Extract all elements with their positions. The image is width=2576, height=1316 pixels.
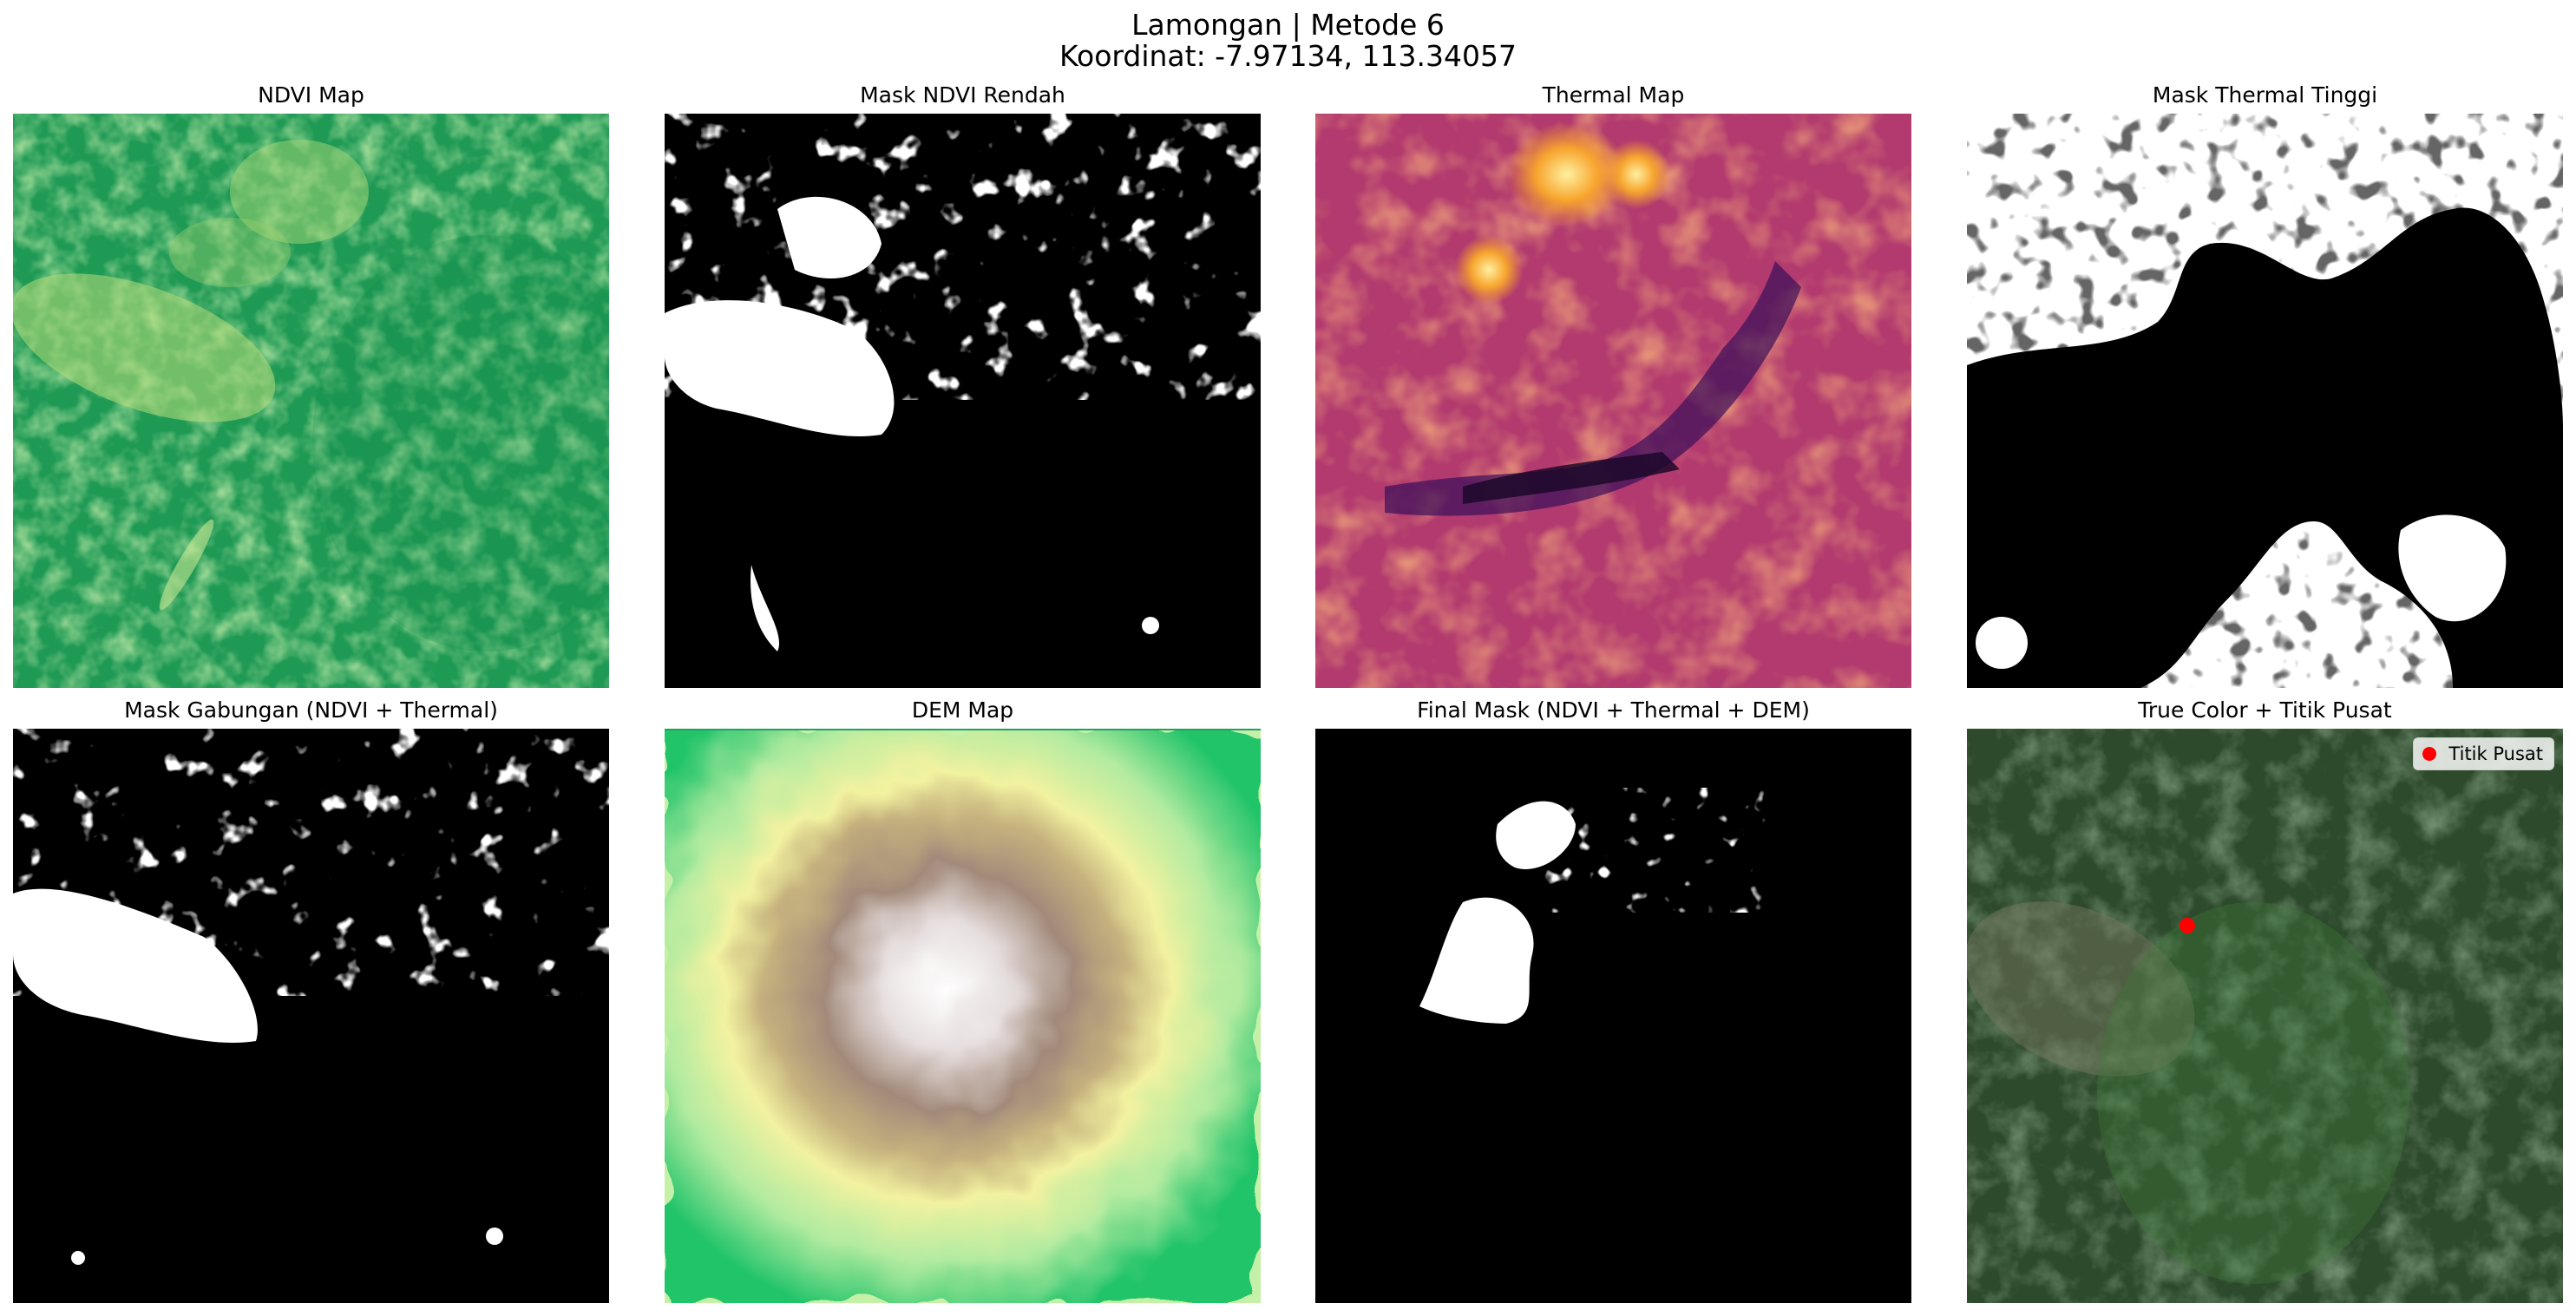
dem-map-image	[665, 729, 1261, 1303]
red-dot-icon	[2422, 747, 2437, 761]
thermal-map-image	[1315, 114, 1911, 688]
mask-thermal-tinggi-title: Mask Thermal Tinggi	[2152, 82, 2378, 108]
mask-ndvi-rendah-image	[665, 114, 1261, 688]
mask-gabungan-image	[13, 729, 609, 1303]
mask-ndvi-rendah-title: Mask NDVI Rendah	[860, 82, 1065, 108]
true-color-image: Titik Pusat	[1967, 729, 2563, 1303]
legend: Titik Pusat	[2413, 737, 2554, 770]
figure-title: Lamongan | Metode 6	[1131, 8, 1445, 42]
ndvi-map-title: NDVI Map	[258, 82, 364, 108]
legend-label: Titik Pusat	[2448, 743, 2543, 764]
figure-subtitle-coordinates: Koordinat: -7.97134, 113.34057	[1059, 39, 1517, 73]
mask-thermal-tinggi-image	[1967, 114, 2563, 688]
mask-gabungan-title: Mask Gabungan (NDVI + Thermal)	[124, 697, 498, 723]
ndvi-map-image	[13, 114, 609, 688]
thermal-map-title: Thermal Map	[1542, 82, 1685, 108]
center-point-marker	[2179, 918, 2195, 933]
dem-map-title: DEM Map	[911, 697, 1014, 723]
true-color-title: True Color + Titik Pusat	[2138, 697, 2392, 723]
final-mask-title: Final Mask (NDVI + Thermal + DEM)	[1417, 697, 1810, 723]
final-mask-image	[1315, 729, 1911, 1303]
